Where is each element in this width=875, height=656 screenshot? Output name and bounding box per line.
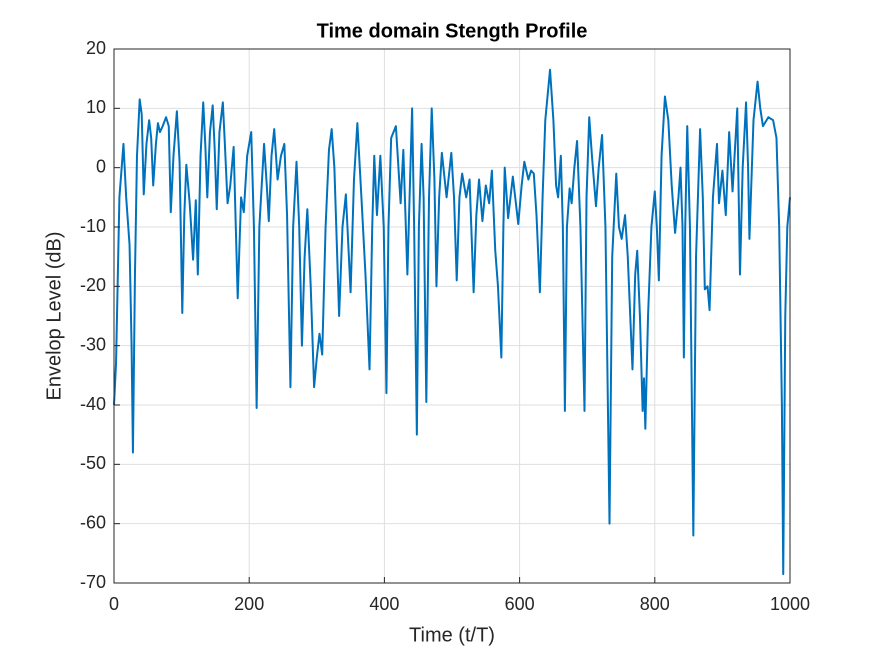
- y-tick-label: -40: [80, 394, 106, 414]
- plot-area: [113, 68, 791, 576]
- x-tick-label: 600: [505, 594, 535, 614]
- x-tick-label: 0: [109, 594, 119, 614]
- grid: [113, 48, 791, 584]
- y-tick-label: -10: [80, 216, 106, 236]
- x-tick-label: 200: [234, 594, 264, 614]
- y-axis-label: Envelop Level (dB): [43, 232, 65, 401]
- y-tick-label: -50: [80, 453, 106, 473]
- y-tick-label: 0: [96, 156, 106, 176]
- x-tick-label: 800: [640, 594, 670, 614]
- x-axis-label: Time (t/T): [409, 624, 495, 646]
- y-tick-label: -20: [80, 275, 106, 295]
- y-tick-label: 20: [86, 38, 106, 58]
- axes-box: [113, 48, 791, 584]
- y-tick-label: -30: [80, 334, 106, 354]
- x-tick-label: 1000: [770, 594, 810, 614]
- y-tick-label: -60: [80, 512, 106, 532]
- chart-title: Time domain Stength Profile: [317, 20, 588, 42]
- data-line: [113, 68, 791, 576]
- y-tick-label: 10: [86, 97, 106, 117]
- x-tick-label: 400: [369, 594, 399, 614]
- y-tick-label: -70: [80, 572, 106, 592]
